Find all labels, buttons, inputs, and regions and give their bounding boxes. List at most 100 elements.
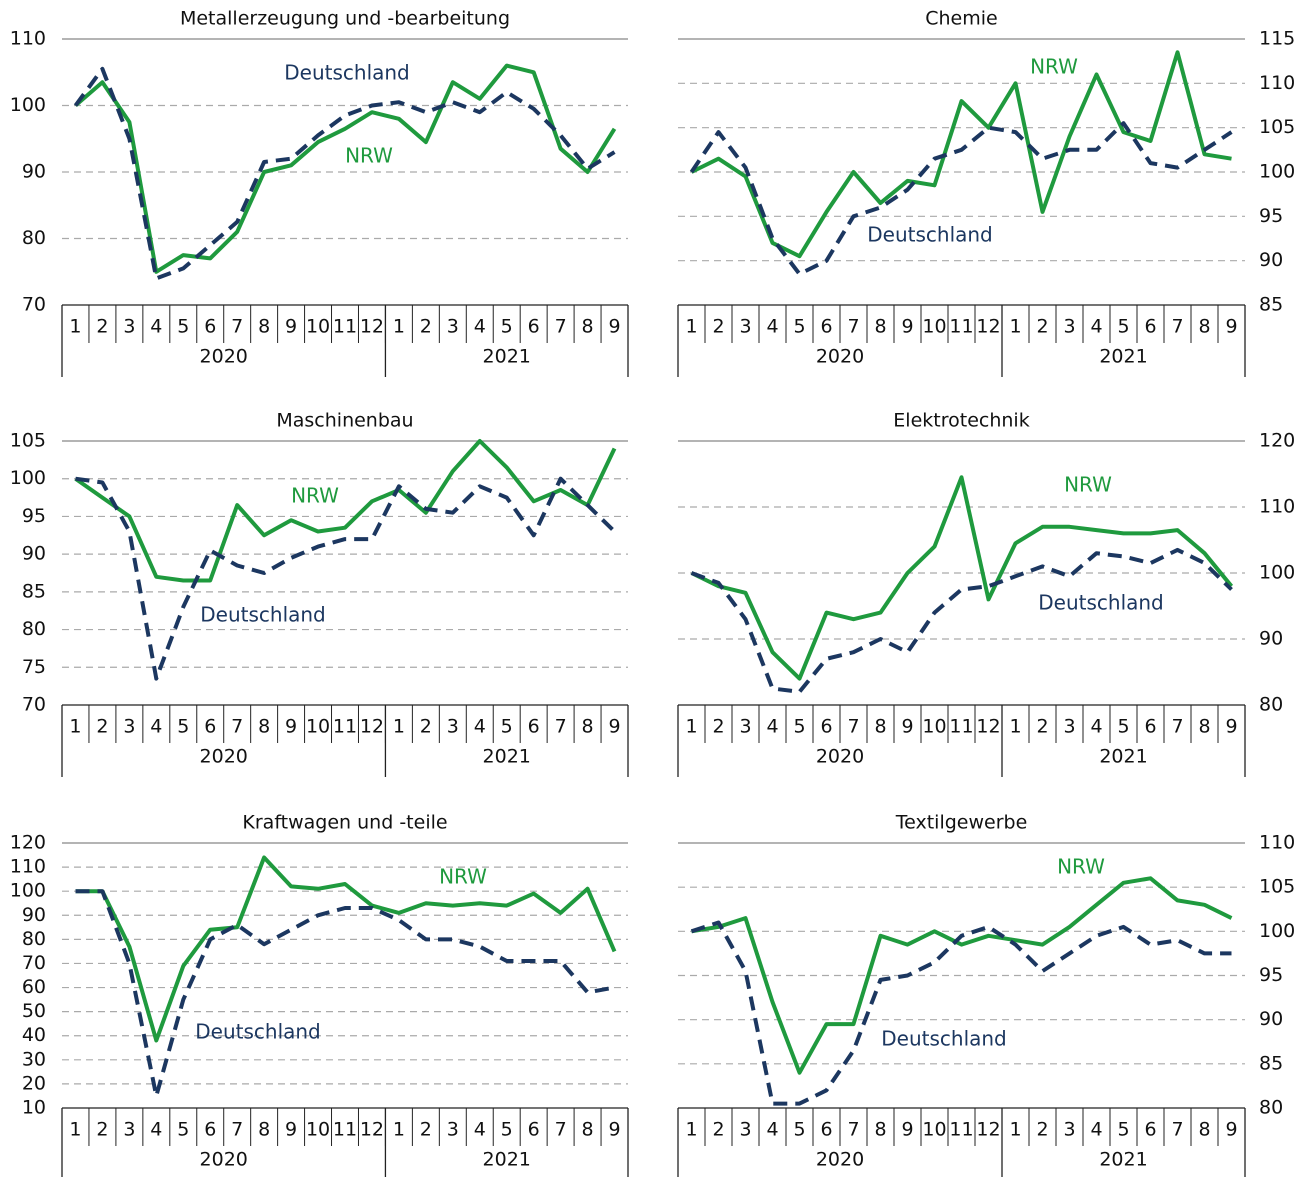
series-line bbox=[74, 439, 617, 583]
x-tick-label: 7 bbox=[847, 1119, 859, 1141]
x-tick-label: 5 bbox=[1117, 1119, 1129, 1141]
y-tick-label: 70 bbox=[22, 694, 46, 716]
y-tick-label: 105 bbox=[10, 430, 46, 452]
x-tick-label: 1 bbox=[393, 1119, 405, 1141]
x-tick-label: 6 bbox=[1144, 316, 1156, 338]
x-tick-label: 6 bbox=[528, 1119, 540, 1141]
y-tick-label: 80 bbox=[1259, 694, 1283, 716]
x-tick-label: 6 bbox=[204, 1119, 216, 1141]
series-label: Deutschland bbox=[200, 603, 326, 627]
year-label: 2021 bbox=[483, 746, 531, 768]
x-tick-label: 2 bbox=[420, 316, 432, 338]
x-tick-label: 12 bbox=[976, 316, 1000, 338]
x-tick-label: 12 bbox=[360, 316, 384, 338]
y-tick-label: 110 bbox=[1259, 72, 1295, 94]
x-tick-label: 8 bbox=[258, 1119, 270, 1141]
x-tick-label: 6 bbox=[528, 316, 540, 338]
y-tick-label: 115 bbox=[1259, 28, 1295, 50]
y-tick-label: 110 bbox=[1259, 832, 1295, 854]
x-tick-label: 5 bbox=[177, 316, 189, 338]
y-tick-label: 60 bbox=[22, 976, 46, 998]
x-tick-label: 1 bbox=[69, 716, 81, 738]
x-tick-label: 4 bbox=[474, 716, 486, 738]
chart-title: Elektrotechnik bbox=[893, 410, 1029, 432]
x-tick-label: 11 bbox=[949, 1119, 973, 1141]
y-tick-label: 110 bbox=[1259, 496, 1295, 518]
x-tick-label: 8 bbox=[258, 316, 270, 338]
series-label: NRW bbox=[1057, 855, 1105, 879]
series-label: NRW bbox=[291, 484, 339, 508]
x-tick-label: 3 bbox=[1063, 716, 1075, 738]
series-line bbox=[689, 121, 1233, 276]
x-tick-label: 5 bbox=[501, 716, 513, 738]
y-tick-label: 80 bbox=[1259, 1097, 1283, 1119]
series-line bbox=[75, 476, 616, 681]
y-tick-label: 70 bbox=[22, 952, 46, 974]
x-tick-label: 8 bbox=[874, 316, 886, 338]
x-tick-label: 8 bbox=[258, 716, 270, 738]
x-tick-label: 7 bbox=[555, 716, 567, 738]
x-tick-label: 4 bbox=[766, 316, 778, 338]
x-tick-label: 9 bbox=[608, 316, 620, 338]
x-tick-label: 1 bbox=[393, 716, 405, 738]
x-tick-label: 3 bbox=[447, 316, 459, 338]
y-tick-label: 110 bbox=[10, 856, 46, 878]
x-tick-label: 8 bbox=[874, 1119, 886, 1141]
year-label: 2021 bbox=[483, 346, 531, 368]
x-tick-label: 7 bbox=[1171, 716, 1183, 738]
x-tick-label: 9 bbox=[1225, 1119, 1237, 1141]
x-tick-label: 2 bbox=[712, 1119, 724, 1141]
series-label: NRW bbox=[439, 865, 487, 889]
x-tick-label: 9 bbox=[285, 716, 297, 738]
x-tick-label: 11 bbox=[949, 716, 973, 738]
y-tick-label: 100 bbox=[1259, 562, 1295, 584]
x-tick-label: 8 bbox=[1198, 716, 1210, 738]
x-tick-label: 4 bbox=[766, 1119, 778, 1141]
series-label: NRW bbox=[345, 144, 393, 168]
series-label: Deutschland bbox=[881, 1027, 1007, 1051]
year-label: 2020 bbox=[200, 746, 248, 768]
x-tick-label: 2 bbox=[420, 716, 432, 738]
y-tick-label: 30 bbox=[22, 1048, 46, 1070]
x-tick-label: 3 bbox=[1063, 1119, 1075, 1141]
chart-title: Kraftwagen und -teile bbox=[242, 812, 447, 834]
x-tick-label: 2 bbox=[1036, 716, 1048, 738]
x-tick-label: 1 bbox=[393, 316, 405, 338]
x-tick-label: 4 bbox=[150, 1119, 162, 1141]
x-tick-label: 4 bbox=[1090, 1119, 1102, 1141]
y-tick-label: 90 bbox=[1259, 249, 1283, 271]
x-tick-label: 1 bbox=[1009, 716, 1021, 738]
x-tick-label: 8 bbox=[582, 716, 594, 738]
x-tick-label: 7 bbox=[555, 316, 567, 338]
x-tick-label: 6 bbox=[204, 316, 216, 338]
x-tick-label: 2 bbox=[712, 316, 724, 338]
x-tick-label: 9 bbox=[285, 1119, 297, 1141]
x-tick-label: 1 bbox=[1009, 316, 1021, 338]
x-tick-label: 8 bbox=[582, 1119, 594, 1141]
x-tick-label: 9 bbox=[1225, 316, 1237, 338]
y-tick-label: 110 bbox=[10, 28, 46, 50]
x-tick-label: 1 bbox=[69, 1119, 81, 1141]
series-line bbox=[690, 920, 1232, 1106]
x-tick-label: 2 bbox=[1036, 1119, 1048, 1141]
y-tick-label: 100 bbox=[1259, 920, 1295, 942]
x-tick-label: 12 bbox=[976, 1119, 1000, 1141]
x-tick-label: 7 bbox=[231, 1119, 243, 1141]
x-tick-label: 6 bbox=[528, 716, 540, 738]
y-tick-label: 90 bbox=[22, 543, 46, 565]
y-tick-label: 80 bbox=[22, 618, 46, 640]
x-tick-label: 3 bbox=[739, 1119, 751, 1141]
y-tick-label: 90 bbox=[1259, 1008, 1283, 1030]
y-tick-label: 95 bbox=[1259, 964, 1283, 986]
x-tick-label: 1 bbox=[685, 316, 697, 338]
y-tick-label: 85 bbox=[1259, 1052, 1283, 1074]
x-tick-label: 5 bbox=[793, 1119, 805, 1141]
series-line bbox=[73, 66, 616, 281]
x-tick-label: 10 bbox=[306, 1119, 330, 1141]
x-tick-label: 5 bbox=[1117, 716, 1129, 738]
x-tick-label: 5 bbox=[177, 716, 189, 738]
y-tick-label: 70 bbox=[22, 294, 46, 316]
x-tick-label: 5 bbox=[793, 716, 805, 738]
x-tick-label: 12 bbox=[976, 716, 1000, 738]
